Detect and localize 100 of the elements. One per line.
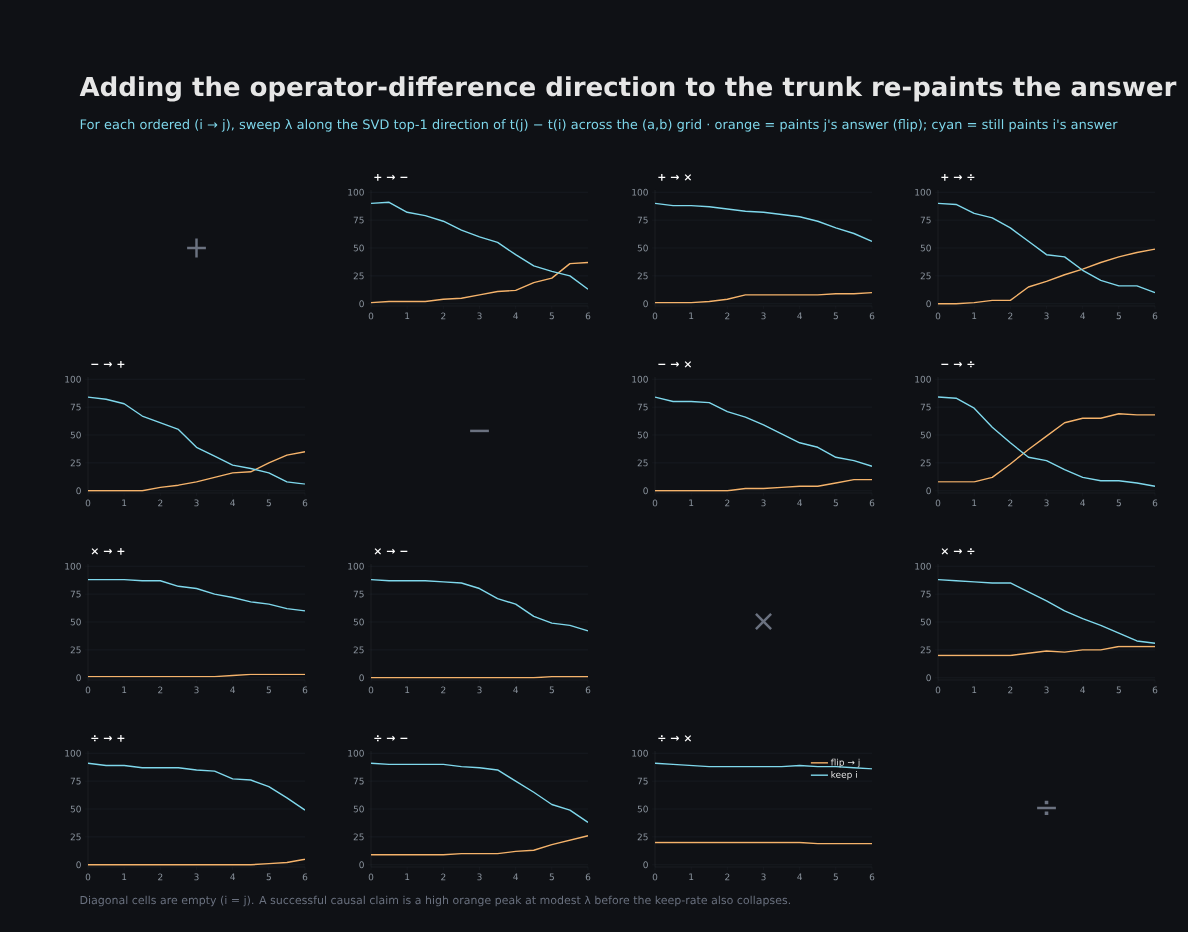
legend-label: keep i: [831, 771, 857, 780]
x-tick-label: 1: [689, 499, 694, 507]
x-tick-label: 3: [194, 873, 199, 881]
line-series: [371, 201, 589, 290]
y-tick-label: 100: [348, 188, 364, 196]
y-tick-label: 50: [70, 805, 81, 813]
y-tick-label: 75: [920, 216, 931, 224]
x-tick-label: 3: [477, 686, 482, 694]
x-tick-label: 5: [833, 312, 838, 320]
y-tick-label: 0: [76, 861, 81, 869]
x-tick-label: 2: [441, 873, 446, 881]
x-tick-label: 0: [368, 873, 374, 881]
x-tick-label: 2: [441, 312, 446, 320]
text: +: [187, 238, 206, 258]
y-tick-label: 25: [353, 646, 364, 654]
y-tick-label: 0: [926, 487, 931, 495]
x-tick-label: 4: [513, 873, 519, 881]
y-tick-label: 25: [920, 459, 931, 467]
y-tick-label: 100: [348, 749, 364, 757]
y-tick-label: 25: [637, 272, 648, 280]
y-tick-label: 0: [926, 300, 931, 308]
x-tick-label: 5: [266, 873, 271, 881]
x-tick-label: 4: [797, 499, 803, 507]
chart-title: + → −: [374, 173, 408, 181]
y-tick-label: 25: [637, 833, 648, 841]
x-tick-label: 0: [652, 312, 658, 320]
x-tick-label: 5: [549, 873, 554, 881]
x-tick-label: 2: [158, 499, 163, 507]
y-tick-label: 0: [359, 861, 364, 869]
y-tick-label: 75: [920, 403, 931, 411]
y-tick-label: 50: [637, 244, 648, 252]
x-tick-label: 4: [513, 312, 519, 320]
x-tick-label: 2: [1008, 499, 1013, 507]
x-tick-label: 6: [585, 873, 591, 881]
y-tick-label: 0: [359, 674, 364, 682]
x-tick-label: 6: [585, 312, 591, 320]
y-tick-label: 0: [926, 674, 931, 682]
chart-title: × → −: [374, 548, 408, 555]
line-series: [655, 396, 873, 467]
x-tick-label: 0: [935, 499, 941, 507]
text: Adding the operator-difference direction to the trunk re-paints the answer: [79, 76, 1177, 102]
y-tick-label: 50: [637, 805, 648, 813]
y-tick-label: 75: [353, 216, 364, 224]
y-tick-label: 100: [65, 749, 81, 757]
y-tick-label: 100: [632, 375, 648, 383]
chart-title: × → +: [91, 547, 125, 555]
x-tick-label: 5: [549, 312, 554, 320]
x-tick-label: 0: [85, 499, 91, 507]
x-tick-label: 6: [585, 686, 591, 694]
x-tick-label: 2: [441, 686, 446, 694]
y-tick-label: 25: [70, 646, 81, 654]
y-tick-label: 0: [76, 487, 81, 495]
y-tick-label: 25: [920, 646, 931, 654]
x-tick-label: 0: [652, 873, 658, 881]
y-tick-label: 50: [637, 431, 648, 439]
x-tick-label: 3: [1044, 686, 1049, 694]
x-tick-label: 5: [833, 499, 838, 507]
x-tick-label: 0: [935, 686, 941, 694]
chart-title: ÷ → +: [91, 734, 125, 742]
chart-title: − → ×: [658, 361, 692, 368]
y-tick-label: 25: [920, 272, 931, 280]
text: −: [470, 429, 489, 433]
x-tick-label: 0: [368, 312, 374, 320]
x-tick-label: 3: [194, 499, 199, 507]
y-tick-label: 100: [65, 375, 81, 383]
x-tick-label: 6: [302, 873, 308, 881]
x-tick-label: 1: [122, 499, 127, 507]
text: For each ordered (i → j), sweep λ along the SVD top-1 direction of t(j) − t(i) across the (a,b) grid · orange = paints j's answer (flip); cyan = still paints i's answer: [80, 119, 1118, 132]
x-tick-label: 3: [477, 312, 482, 320]
x-tick-label: 6: [1152, 312, 1158, 320]
y-tick-label: 0: [76, 674, 81, 682]
x-tick-label: 2: [1008, 686, 1013, 694]
y-tick-label: 75: [70, 403, 81, 411]
chart-title: ÷ → −: [374, 735, 408, 742]
line-series: [938, 202, 1156, 294]
x-tick-label: 3: [761, 873, 766, 881]
x-tick-label: 5: [1116, 686, 1121, 694]
y-tick-label: 75: [70, 590, 81, 598]
x-tick-label: 0: [652, 499, 658, 507]
x-tick-label: 6: [869, 499, 875, 507]
x-tick-label: 4: [513, 686, 519, 694]
x-tick-label: 4: [797, 873, 803, 881]
x-tick-label: 5: [549, 686, 554, 694]
y-tick-label: 50: [70, 618, 81, 626]
x-tick-label: 3: [761, 312, 766, 320]
x-tick-label: 2: [725, 873, 730, 881]
x-tick-label: 6: [302, 499, 308, 507]
y-tick-label: 50: [353, 805, 364, 813]
y-tick-label: 75: [637, 216, 648, 224]
y-tick-label: 75: [920, 590, 931, 598]
y-tick-label: 75: [637, 403, 648, 411]
x-tick-label: 1: [405, 312, 410, 320]
x-tick-label: 1: [122, 873, 127, 881]
y-tick-label: 50: [70, 431, 81, 439]
chart-title: + → ÷: [941, 173, 975, 181]
x-tick-label: 0: [85, 686, 91, 694]
x-tick-label: 4: [230, 873, 236, 881]
x-tick-label: 2: [1008, 312, 1013, 320]
x-tick-label: 6: [869, 312, 875, 320]
x-tick-label: 2: [158, 873, 163, 881]
